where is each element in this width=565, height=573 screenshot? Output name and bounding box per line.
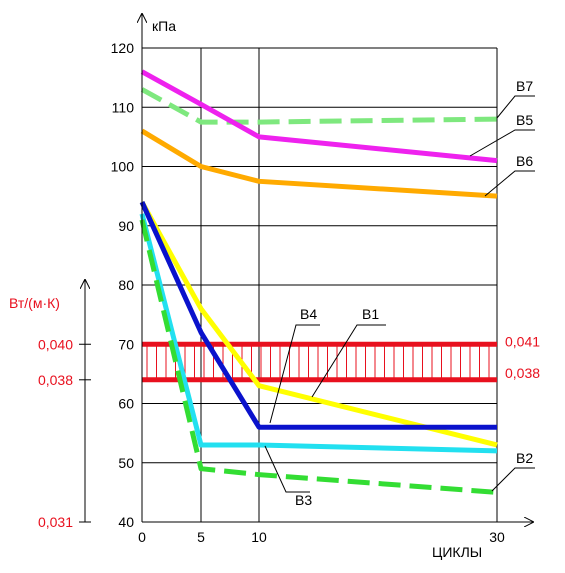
secondary-y-tick-label: 0,031 xyxy=(38,514,73,530)
y-tick-label: 50 xyxy=(118,455,134,471)
y-tick-label: 40 xyxy=(118,514,134,530)
series-line-В5 xyxy=(140,69,498,164)
y-tick-label: 80 xyxy=(118,277,134,293)
series-label-В2: В2 xyxy=(516,450,533,466)
series-label-В7: В7 xyxy=(516,78,533,94)
series-label-В1: В1 xyxy=(362,306,379,322)
tick-labels: 40 50 60 70 80 90 100 110 120 0 5 10 30 0,040 0,038 0,0… xyxy=(38,40,540,545)
x-axis-label: ЦИКЛЫ xyxy=(432,544,482,560)
secondary-y-tick-label: 0,040 xyxy=(38,336,73,352)
series-labels: В7 В5 В6 В1 В4 В3 В2 xyxy=(264,78,535,508)
leader-line-В6 xyxy=(484,170,535,197)
series-label-В3: В3 xyxy=(295,492,312,508)
y-tick-label: 60 xyxy=(118,396,134,412)
series-label-В4: В4 xyxy=(300,306,317,322)
x-tick-label: 10 xyxy=(251,529,267,545)
series-line-В1 xyxy=(139,200,498,448)
leader-line-В3 xyxy=(264,445,310,493)
series-line-В4 xyxy=(139,201,497,430)
leader-line-В2 xyxy=(491,467,535,492)
x-tick-label: 0 xyxy=(138,529,146,545)
series-line-В3 xyxy=(139,213,498,454)
band-label-top: 0,041 xyxy=(505,333,540,349)
band-label-bottom: 0,038 xyxy=(505,365,540,381)
y-tick-label: 110 xyxy=(112,99,135,115)
y-tick-label: 100 xyxy=(111,159,135,175)
hatched-band xyxy=(142,341,497,383)
y-tick-label: 120 xyxy=(111,40,135,56)
series-label-В6: В6 xyxy=(516,153,533,169)
series-line-В7 xyxy=(140,87,498,125)
secondary-y-tick-label: 0,038 xyxy=(38,372,73,388)
x-tick-label: 5 xyxy=(197,529,205,545)
series-label-В5: В5 xyxy=(516,112,533,128)
leader-line-В5 xyxy=(469,129,535,157)
series-line-В6 xyxy=(140,128,498,199)
y-tick-label: 70 xyxy=(118,336,134,352)
leader-line-В4 xyxy=(269,324,320,424)
leader-line-В7 xyxy=(496,95,535,119)
secondary-y-axis-label: Вт/(м·К) xyxy=(9,295,60,311)
x-tick-label: 30 xyxy=(489,529,505,545)
y-tick-label: 90 xyxy=(118,218,134,234)
axes xyxy=(85,14,533,522)
series-line-В2 xyxy=(139,219,498,495)
y-axis-label: кПа xyxy=(152,18,176,34)
leader-line-В1 xyxy=(311,324,386,398)
series-lines xyxy=(139,69,498,495)
